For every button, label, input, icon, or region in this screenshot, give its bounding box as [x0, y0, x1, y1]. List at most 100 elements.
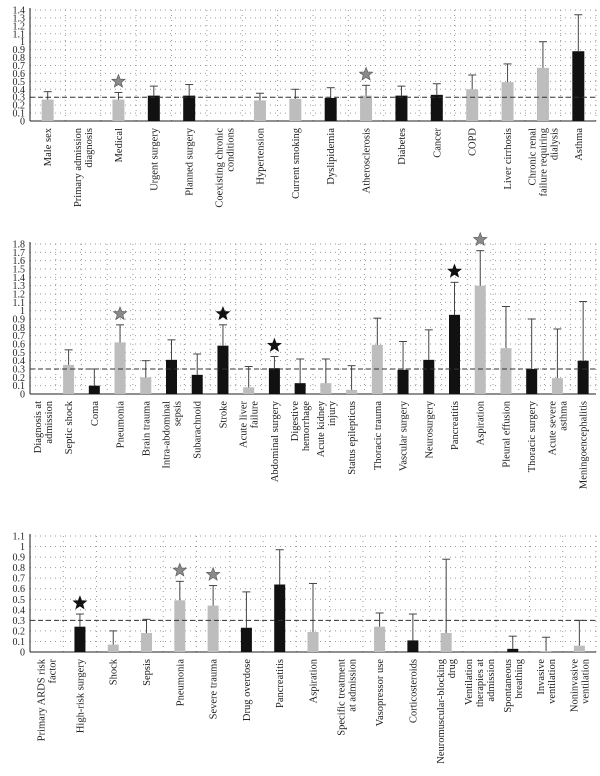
- significance-star-icon: [110, 73, 126, 88]
- significance-star-icon: [112, 305, 128, 321]
- category-label: Hypertension: [255, 127, 266, 184]
- bar: [268, 368, 280, 394]
- bar: [207, 605, 219, 652]
- y-tick-label: 0.4: [13, 85, 26, 96]
- y-tick-label: 0.9: [13, 315, 26, 326]
- significance-star-icon: [266, 337, 282, 352]
- category-label: Liver cirrhosis: [503, 128, 514, 190]
- y-tick-label: 1.3: [13, 13, 26, 24]
- bar: [307, 631, 319, 652]
- bar: [183, 95, 196, 121]
- y-tick-label: 0.1: [13, 637, 26, 648]
- y-tick-label: 0: [20, 117, 25, 128]
- bar: [88, 385, 100, 394]
- category-label: Aspiration: [476, 400, 487, 445]
- category-label: Septic shock: [64, 400, 75, 454]
- bar: [324, 98, 337, 121]
- bar: [407, 640, 419, 652]
- y-tick-label: 1.3: [13, 281, 26, 292]
- y-tick-label: 1.1: [13, 532, 26, 543]
- bar: [395, 95, 408, 121]
- bar: [191, 374, 203, 394]
- category-label: COPD: [468, 128, 479, 156]
- bar: [320, 383, 332, 394]
- category-label: Male sex: [43, 127, 54, 166]
- y-tick-label: 0.5: [13, 595, 26, 606]
- bar: [63, 364, 75, 394]
- category-label: Coexisting chronicconditions: [215, 128, 237, 208]
- bar: [41, 99, 54, 121]
- bar: [217, 345, 229, 394]
- bar: [374, 626, 386, 652]
- bar: [536, 67, 549, 121]
- category-label: Dyslipidemia: [326, 128, 337, 185]
- category-label: Cancer: [432, 127, 443, 157]
- y-tick-label: 0.4: [13, 356, 26, 367]
- category-label: Diagnosis atadmission: [33, 400, 55, 453]
- bar: [174, 600, 186, 652]
- category-label: Noninvasiveventilation: [569, 658, 591, 712]
- category-label: Pneumonia: [175, 659, 186, 707]
- category-label: Sepsis: [142, 659, 153, 686]
- bar: [166, 359, 177, 394]
- grid: [30, 9, 597, 121]
- y-tick-label: 1: [20, 37, 25, 48]
- category-label: Status epilepticus: [347, 401, 358, 475]
- category-label: Diabetes: [397, 128, 408, 165]
- category-label: Chronic renalfailure requiringdialysis: [527, 127, 560, 196]
- chart-panel-2: 00.10.20.30.40.50.60.70.80.911.11.21.31.…: [13, 231, 597, 489]
- y-tick-label: 0.8: [13, 563, 26, 574]
- category-label: Primary admissiondiagnosis: [73, 127, 95, 207]
- y-tick-label: 1.1: [13, 298, 26, 309]
- bar: [449, 314, 460, 394]
- bar: [474, 285, 486, 394]
- bar: [440, 633, 452, 652]
- category-label: Thoracic trauma: [373, 401, 384, 470]
- y-tick-label: 0.4: [13, 605, 26, 616]
- category-label: Acute severeasthma: [547, 401, 569, 456]
- y-tick-label: 1.4: [13, 6, 26, 17]
- category-label: Vascular surgery: [399, 400, 410, 471]
- bar: [360, 95, 373, 121]
- bar: [540, 650, 552, 652]
- category-label: Current smoking: [291, 127, 302, 199]
- y-tick-label: 0.1: [13, 381, 26, 392]
- significance-star-icon: [172, 562, 188, 577]
- bar: [466, 89, 479, 121]
- category-label: Neurosurgery: [424, 400, 435, 458]
- y-tick-label: 0.1: [13, 109, 26, 120]
- bar: [346, 389, 358, 394]
- category-label: Asthma: [574, 128, 585, 161]
- category-label: Acute kidneyinjury: [316, 400, 338, 457]
- bar: [274, 584, 286, 652]
- category-label: Atherosclerosis: [362, 128, 373, 193]
- y-tick-label: 0.7: [13, 61, 26, 72]
- bar: [253, 100, 266, 121]
- y-tick-label: 0.6: [13, 340, 26, 351]
- bar: [147, 95, 160, 121]
- category-label: Drug overdose: [242, 659, 253, 721]
- bar: [507, 648, 519, 652]
- category-label: Brain trauma: [141, 401, 152, 456]
- y-tick-label: 1.8: [13, 240, 26, 251]
- bar: [577, 360, 589, 394]
- y-tick-label: 1: [20, 306, 25, 317]
- y-tick-label: 0.8: [13, 53, 26, 64]
- category-label: Meningoencephalitis: [579, 401, 590, 489]
- significance-star-icon: [447, 263, 462, 278]
- category-label: Digestivehemorrhage: [290, 401, 312, 451]
- y-tick-label: 0.6: [13, 69, 26, 80]
- category-label: Severe trauma: [209, 659, 220, 720]
- bar: [572, 51, 585, 121]
- chart-panel-1: 00.10.20.30.40.50.60.70.80.911.11.21.31.…: [13, 6, 597, 208]
- category-label: Medical: [114, 128, 125, 162]
- y-tick-label: 0.7: [13, 331, 26, 342]
- bar: [243, 387, 255, 394]
- significance-star-icon: [215, 305, 231, 321]
- y-tick-label: 1: [20, 542, 25, 553]
- chart-panel-3: 00.10.20.30.40.50.60.70.80.911.1 Primary …: [13, 532, 597, 764]
- significance-star-icon: [472, 231, 488, 247]
- category-label: Pancreatitis: [275, 659, 286, 708]
- y-tick-label: 0.9: [13, 553, 26, 564]
- category-label: Ventilationtherapies atadmission: [464, 658, 497, 707]
